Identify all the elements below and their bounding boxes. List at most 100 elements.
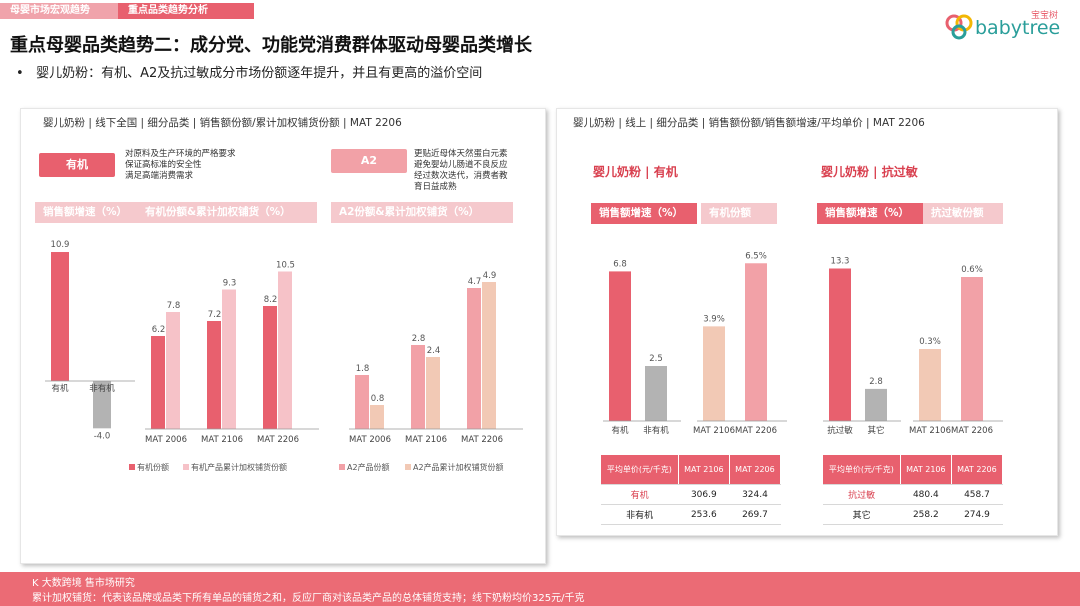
x-tick-label: 非有机 bbox=[89, 383, 115, 394]
x-tick-label: MAT 2206 bbox=[257, 435, 299, 445]
bar-distribution bbox=[426, 357, 440, 429]
table-header-cell: MAT 2106 bbox=[678, 455, 730, 485]
table-cell: 有机 bbox=[601, 484, 679, 505]
x-tick-label: 其它 bbox=[867, 425, 884, 436]
x-tick-label: 非有机 bbox=[643, 425, 669, 436]
table-row: 抗过敏 480.4 458.7 bbox=[823, 484, 1003, 505]
footer: K 大数跨境 售市场研究 累计加权铺货：代表该品牌或品类下所有单品的铺货之和，反… bbox=[0, 572, 1080, 606]
bar-value-label: 8.2 bbox=[264, 295, 278, 305]
a2-note-line: 经过数次迭代，消费者教 bbox=[414, 171, 508, 181]
legend-organic-share: 有机份额 bbox=[137, 462, 169, 472]
table-cell: 非有机 bbox=[601, 504, 679, 525]
organic-note: 对原料及生产环境的严格要求 保证高标准的安全性 满足高端消费需求 bbox=[125, 149, 236, 182]
right-panel-header: 婴儿奶粉 | 线上 | 细分品类 | 销售额份额/销售额增速/平均单价 | MA… bbox=[573, 117, 925, 129]
left-charts-svg: 10.9 有机 -4.0 非有机 6.2 7.8 MAT 2006 7.2 9.3 MAT 21… bbox=[45, 240, 523, 472]
page-subtitle: • 婴儿奶粉：有机、A2及抗过敏成分市场份额逐年提升，并且有更高的溢价空间 bbox=[16, 66, 483, 81]
table-cell: 458.7 bbox=[951, 484, 1003, 505]
x-tick-label: 有机 bbox=[611, 425, 629, 436]
organic-price-table: 平均单价(元/千克) MAT 2106 MAT 2206 有机 306.9 32… bbox=[601, 455, 782, 525]
organic-note-line: 保证高标准的安全性 bbox=[125, 160, 202, 170]
table-cell: 258.2 bbox=[900, 504, 952, 525]
x-tick-label: MAT 2006 bbox=[349, 435, 391, 445]
babytree-logo-icon bbox=[945, 14, 973, 40]
x-tick-label: MAT 2106 bbox=[693, 426, 735, 436]
bar-1 bbox=[961, 277, 983, 421]
bar-value-label: 4.9 bbox=[483, 271, 497, 281]
organic-share-strip: 有机份额&累计加权铺货（%） bbox=[137, 202, 317, 223]
bar-value-label: 10.9 bbox=[51, 240, 70, 250]
table-header-cell: MAT 2106 bbox=[900, 455, 952, 485]
x-tick-label: MAT 2106 bbox=[201, 435, 243, 445]
x-tick-label: 抗过敏 bbox=[827, 425, 853, 436]
table-cell: 306.9 bbox=[678, 484, 730, 505]
legend-swatch-organic-share bbox=[129, 464, 135, 470]
sales-growth-strip: 销售额增速（%） bbox=[35, 202, 141, 223]
bar-distribution bbox=[166, 312, 180, 429]
bar-value-label: 2.8 bbox=[869, 377, 883, 387]
bar-share bbox=[411, 345, 425, 429]
a2-note-line: 避免婴幼儿肠道不良反应 bbox=[414, 160, 508, 170]
table-cell: 抗过敏 bbox=[823, 484, 901, 505]
bar-distribution bbox=[222, 289, 236, 429]
chart-organic-share-online: 3.9% MAT 2106 6.5% MAT 2206 bbox=[693, 251, 787, 436]
x-tick-label: 有机 bbox=[51, 383, 69, 394]
x-tick-label: MAT 2206 bbox=[735, 426, 777, 436]
bar-0 bbox=[609, 271, 631, 421]
chart-anti-allergy-share-online: 0.3% MAT 2106 0.6% MAT 2206 bbox=[909, 265, 1003, 436]
tab-macro-trends[interactable]: 母婴市场宏观趋势 bbox=[0, 3, 132, 19]
bar-share bbox=[263, 306, 277, 429]
bar-value-label: 3.9% bbox=[703, 314, 725, 324]
bar-1 bbox=[93, 381, 111, 429]
bar-value-label: 7.2 bbox=[208, 310, 222, 320]
anti-allergy-price-table: 平均单价(元/千克) MAT 2106 MAT 2206 抗过敏 480.4 4… bbox=[823, 455, 1004, 525]
table-cell: 269.7 bbox=[729, 504, 781, 525]
bar-1 bbox=[745, 263, 767, 421]
page-title: 重点母婴品类趋势二：成分党、功能党消费群体驱动母婴品类增长 bbox=[10, 35, 532, 56]
bar-distribution bbox=[370, 405, 384, 429]
bar-value-label: 9.3 bbox=[223, 279, 237, 289]
organic-tag: 有机 bbox=[39, 153, 115, 177]
logo-cn-text: 宝宝树 bbox=[1031, 11, 1059, 21]
bar-value-label: 0.3% bbox=[919, 337, 941, 347]
online-organic-share-strip: 有机份额 bbox=[701, 203, 777, 224]
bar-value-label: 1.8 bbox=[356, 364, 370, 374]
x-tick-label: MAT 2106 bbox=[909, 426, 951, 436]
chart-anti-allergy-growth-online: 13.3 抗过敏 2.8 其它 bbox=[823, 256, 901, 436]
online-anti-allergy-growth-strip: 销售额增速（%） bbox=[817, 203, 923, 224]
legend-a2-share: A2产品份额 bbox=[347, 462, 390, 472]
left-panel-header: 婴儿奶粉 | 线下全国 | 细分品类 | 销售额份额/累计加权铺货份额 | MA… bbox=[43, 117, 402, 129]
table-header-cell: 平均单价(元/千克) bbox=[823, 455, 901, 485]
footer-note: 累计加权铺货：代表该品牌或品类下所有单品的铺货之和，反应厂商对该品类产品的总体铺… bbox=[32, 593, 585, 604]
x-tick-label: MAT 2206 bbox=[461, 435, 503, 445]
legend-swatch-a2-share bbox=[339, 464, 345, 470]
bar-value-label: 6.2 bbox=[152, 325, 166, 335]
table-row: 有机 306.9 324.4 bbox=[601, 484, 781, 505]
table-row: 非有机 253.6 269.7 bbox=[601, 504, 781, 525]
bar-0 bbox=[829, 268, 851, 421]
bar-0 bbox=[703, 326, 725, 421]
bar-distribution bbox=[278, 271, 292, 429]
tab-category-trends[interactable]: 重点品类趋势分析 bbox=[118, 3, 254, 19]
a2-note-line: 更贴近母体天然蛋白元素 bbox=[414, 149, 508, 159]
bar-0 bbox=[51, 252, 69, 381]
a2-share-strip: A2份额&累计加权铺货（%） bbox=[331, 202, 513, 223]
bar-0 bbox=[919, 349, 941, 421]
organic-note-line: 满足高端消费需求 bbox=[125, 171, 194, 181]
bar-value-label: 0.6% bbox=[961, 265, 983, 275]
bar-value-label: 2.8 bbox=[412, 334, 426, 344]
table-header-row: 平均单价(元/千克) MAT 2106 MAT 2206 bbox=[823, 455, 1004, 485]
logo-text: babytree bbox=[975, 17, 1061, 39]
legend-organic-distribution: 有机产品累计加权铺货份额 bbox=[191, 462, 287, 472]
table-header-cell: 平均单价(元/千克) bbox=[601, 455, 679, 485]
bar-share bbox=[207, 321, 221, 429]
left-panel: 婴儿奶粉 | 线下全国 | 细分品类 | 销售额份额/累计加权铺货份额 | MA… bbox=[20, 108, 546, 564]
table-header-cell: MAT 2206 bbox=[729, 455, 782, 485]
online-anti-allergy-share-strip: 抗过敏份额 bbox=[923, 203, 1003, 224]
a2-note: 更贴近母体天然蛋白元素 避免婴幼儿肠道不良反应 经过数次迭代，消费者教 育日益成… bbox=[414, 149, 508, 193]
bar-value-label: 4.7 bbox=[468, 277, 482, 287]
bar-share bbox=[355, 375, 369, 429]
table-cell: 253.6 bbox=[678, 504, 730, 525]
right-panel: 婴儿奶粉 | 线上 | 细分品类 | 销售额份额/销售额增速/平均单价 | MA… bbox=[556, 108, 1058, 536]
table-header-row: 平均单价(元/千克) MAT 2106 MAT 2206 bbox=[601, 455, 782, 485]
table-cell: 324.4 bbox=[729, 484, 781, 505]
